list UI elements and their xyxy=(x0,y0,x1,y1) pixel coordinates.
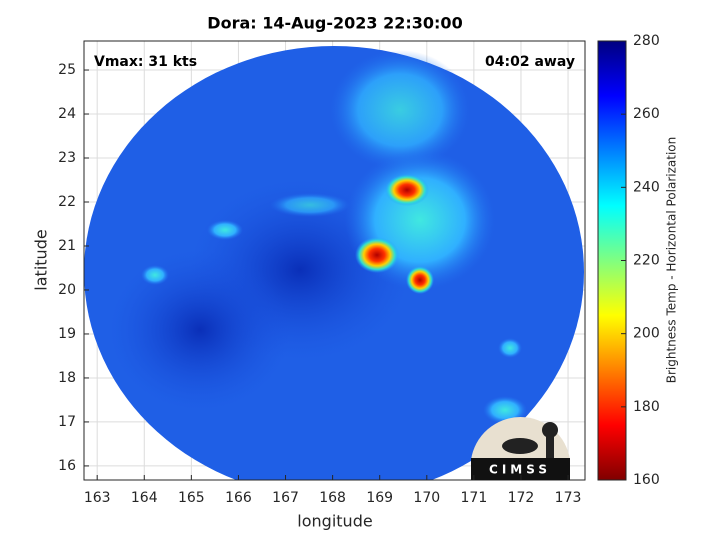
colorbar-tick-label: 280 xyxy=(633,33,660,49)
satellite-image xyxy=(84,46,584,480)
y-tick-label: 18 xyxy=(58,370,76,386)
y-tick-label: 23 xyxy=(58,150,76,166)
colorbar-tick-label: 240 xyxy=(633,179,660,195)
chart-title: Dora: 14-Aug-2023 22:30:00 xyxy=(207,14,462,33)
annotation: Vmax: 31 kts xyxy=(94,54,197,70)
colorbar-tick-label: 200 xyxy=(633,326,660,342)
colorbar-tick-label: 180 xyxy=(633,399,660,415)
colorbar-tick-label: 160 xyxy=(633,472,660,488)
x-tick-label: 171 xyxy=(461,490,488,506)
colorbar-label: Brightness Temp - Horizontal Polarizatio… xyxy=(665,137,679,384)
x-tick-label: 173 xyxy=(555,490,582,506)
x-tick-label: 164 xyxy=(131,490,158,506)
y-tick-label: 17 xyxy=(58,414,76,430)
y-tick-label: 25 xyxy=(58,62,76,78)
x-tick-label: 172 xyxy=(508,490,535,506)
y-tick-label: 21 xyxy=(58,238,76,254)
x-axis-label: longitude xyxy=(297,512,372,531)
x-tick-label: 170 xyxy=(413,490,440,506)
y-tick-label: 19 xyxy=(58,326,76,342)
x-tick-label: 167 xyxy=(272,490,299,506)
y-tick-label: 16 xyxy=(58,458,76,474)
x-tick-label: 163 xyxy=(84,490,111,506)
y-tick-label: 22 xyxy=(58,194,76,210)
x-tick-label: 169 xyxy=(366,490,393,506)
plot-frame xyxy=(83,40,586,481)
logo: CIMSS xyxy=(471,417,570,480)
colorbar-tick-label: 260 xyxy=(633,106,660,122)
x-tick-label: 168 xyxy=(319,490,346,506)
colorbar-tick-label: 220 xyxy=(633,253,660,269)
y-tick-label: 24 xyxy=(58,106,76,122)
y-axis-label: latitude xyxy=(32,229,51,290)
annotation: 04:02 away xyxy=(485,54,575,70)
x-tick-label: 165 xyxy=(178,490,205,506)
logo-text: CIMSS xyxy=(489,463,551,477)
x-tick-label: 166 xyxy=(225,490,252,506)
y-tick-label: 20 xyxy=(58,282,76,298)
